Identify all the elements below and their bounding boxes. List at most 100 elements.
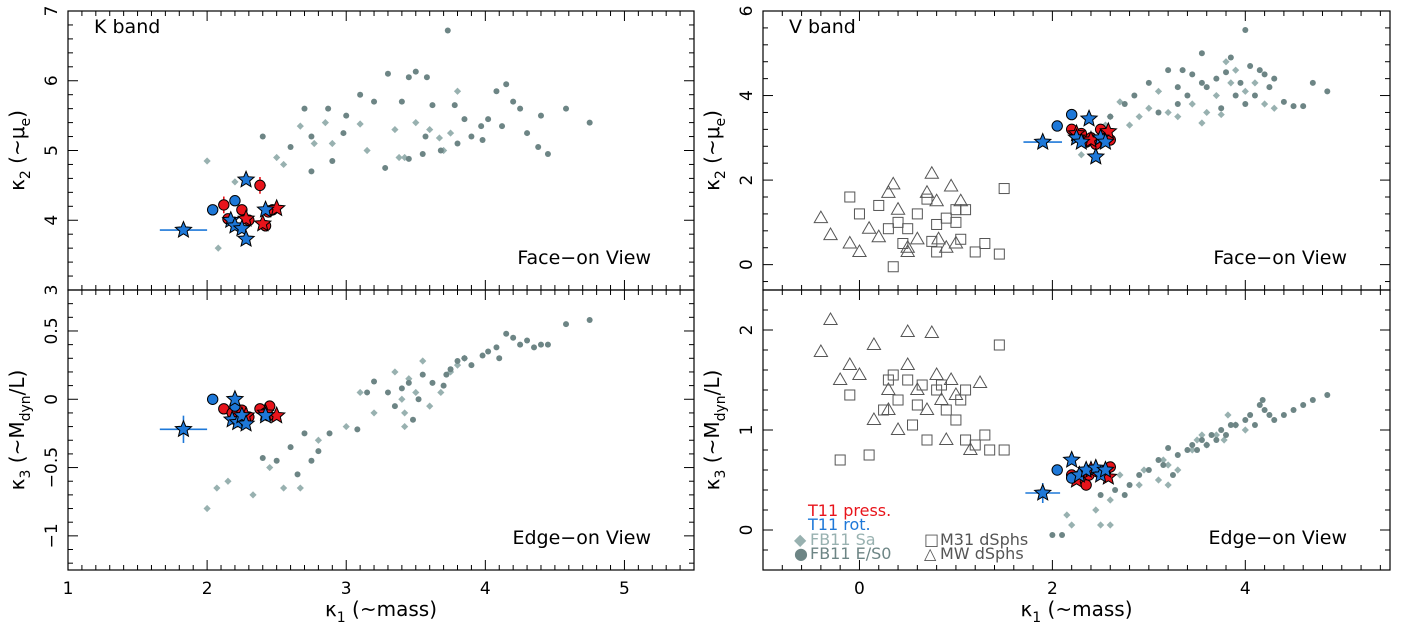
mw-dsphs-point xyxy=(866,336,882,351)
fb11-sa-point xyxy=(280,160,288,169)
fb11-es0-point xyxy=(535,144,542,151)
fb11-sa-point xyxy=(356,388,364,397)
y-tick-label: 1 xyxy=(737,425,757,436)
mw-dsphs-point xyxy=(851,243,867,258)
m31-dsphs-legend-marker: □ xyxy=(924,530,939,549)
fb11-sa-point xyxy=(1193,436,1201,444)
m31-dsphs-point xyxy=(955,233,967,245)
mw-dsphs-point xyxy=(880,184,896,198)
fb11-sa-point xyxy=(1092,506,1100,514)
fb11-sa-point xyxy=(437,388,445,397)
mw-dsphs-point xyxy=(900,239,916,253)
fb11-sa-point xyxy=(1212,431,1220,439)
m31-dsphs-point xyxy=(882,223,894,235)
fb11-es0-point xyxy=(1213,437,1220,443)
mw-dsphs-point xyxy=(900,356,916,371)
fb11-es0-point xyxy=(398,98,405,105)
fb11-sa-point xyxy=(1101,121,1110,129)
fb11-es0-point xyxy=(1203,84,1210,91)
fb11-sa-point xyxy=(342,422,350,431)
legend: T11 press.T11 rot.◆ FB11 Sa● FB11 E/S0 □ M31… xyxy=(794,501,1028,563)
fb11-es0-point xyxy=(1160,462,1167,468)
fb11-es0-point xyxy=(1184,447,1191,453)
fb11-es0-point xyxy=(493,344,500,351)
fb11-es0-point xyxy=(499,123,506,130)
fb11-sa-point xyxy=(391,368,399,376)
fb11-es0-point xyxy=(1189,71,1196,78)
mw-dsphs-point xyxy=(929,193,945,207)
fb11-es0-point xyxy=(1261,407,1268,413)
fb11-es0-point xyxy=(1324,88,1331,95)
m31-dsphs-point xyxy=(853,208,865,220)
fb11-sa-point xyxy=(1097,521,1105,529)
fb11-es0-point xyxy=(563,321,570,328)
mw-dsphs-legend-marker: △ xyxy=(924,544,937,563)
mw-dsphs-point xyxy=(931,231,947,245)
fb11-es0-point xyxy=(384,70,391,77)
fb11-es0-point xyxy=(343,112,350,119)
fb11-es0-point xyxy=(586,317,593,324)
fb11-es0-point xyxy=(429,379,436,386)
y-tick-label: 2 xyxy=(737,325,757,336)
fb11-sa-point xyxy=(363,146,371,155)
y-tick-label: −0.5 xyxy=(42,447,62,488)
fb11-sa-point xyxy=(412,388,420,397)
fb11-sa-point xyxy=(426,125,434,134)
fb11-sa-point xyxy=(412,119,420,127)
t11-pressure-circle xyxy=(218,199,230,211)
y-tick-label: −1 xyxy=(42,523,62,548)
x-tick-label: 3 xyxy=(341,579,352,599)
m31-dsphs-point xyxy=(887,261,899,273)
fb11-es0-point xyxy=(524,130,531,137)
fb11-sa-point xyxy=(296,122,304,130)
mw-dsphs-point xyxy=(929,366,945,381)
m31-dsphs-point xyxy=(907,419,919,431)
fb11-es0-point xyxy=(364,389,371,396)
t11-rotation-circle xyxy=(206,393,219,405)
m31-dsphs-point xyxy=(993,248,1005,260)
fb11-es0-point xyxy=(1198,79,1205,86)
y-tick-label: 4 xyxy=(42,215,62,226)
m31-dsphs-point xyxy=(916,379,928,391)
fb11-sa-point xyxy=(1198,119,1206,127)
fb11-sa-point xyxy=(203,504,211,513)
t11-rotation-star xyxy=(1033,483,1053,501)
fb11-es0-point xyxy=(1145,467,1152,473)
t11-rotation-star xyxy=(1096,132,1115,150)
fb11-es0-point xyxy=(259,133,266,140)
mw-dsphs-point xyxy=(919,401,935,416)
t11-rotation-star xyxy=(1096,460,1115,478)
m31-dsphs-point xyxy=(873,199,885,211)
y-axis-title: κ2 (~μe) xyxy=(5,110,34,191)
m31-dsphs-point xyxy=(979,238,991,249)
mw-dsphs-point xyxy=(871,229,887,243)
t11-rotation-star xyxy=(236,414,256,432)
m31-dsphs-point xyxy=(878,404,890,416)
t11-pressure-circle xyxy=(1080,479,1092,491)
fb11-sa-point xyxy=(401,422,409,431)
fb11-sa-point xyxy=(1241,87,1249,95)
fb11-es0-point xyxy=(1136,472,1143,478)
m31-dsphs-point xyxy=(844,191,856,203)
fb11-es0-point xyxy=(444,27,451,34)
fb11-es0-point xyxy=(1300,103,1307,110)
fb11-es0-point xyxy=(1271,417,1278,423)
axis-ticks xyxy=(67,289,695,570)
fb11-sa-point xyxy=(1106,496,1114,504)
fb11-es0-point xyxy=(1121,101,1128,107)
fb11-sa-point xyxy=(426,402,434,410)
fb11-es0-point xyxy=(1097,492,1104,498)
mw-dsphs-point xyxy=(890,421,906,436)
mw-dsphs-point xyxy=(832,371,848,386)
fb11-es0-legend-marker: ● xyxy=(794,544,808,563)
x-tick-label: 5 xyxy=(619,579,630,599)
t11-rotation-star xyxy=(256,199,275,218)
fb11-es0-point xyxy=(1198,437,1205,443)
mw-dsphs-point xyxy=(823,227,839,241)
fb11-es0-point xyxy=(517,105,524,112)
fb11-es0-point xyxy=(586,119,593,126)
m31-dsphs-point xyxy=(931,218,943,230)
fb11-es0-point xyxy=(524,337,531,344)
mw-dsphs-point xyxy=(900,323,916,338)
fb11-es0-point xyxy=(1266,412,1273,418)
